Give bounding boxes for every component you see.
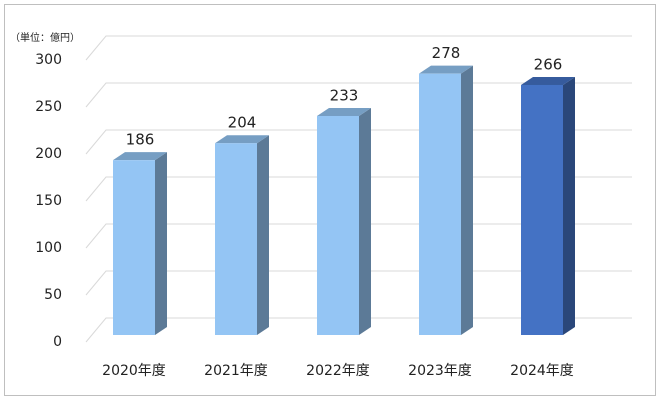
y-tick-label: 100 [35, 240, 62, 256]
unit-label: （単位：億円） [10, 31, 80, 44]
bar-side [257, 135, 269, 335]
y-tick-label: 200 [35, 146, 62, 162]
y-tick-label: 250 [35, 99, 62, 115]
value-label: 186 [126, 131, 155, 149]
y-tick-label: 0 [53, 334, 62, 350]
x-tick-label: 2021年度 [204, 363, 268, 379]
bar [113, 160, 155, 335]
bar-side [461, 65, 473, 336]
bar-top [215, 135, 269, 144]
value-label: 233 [330, 86, 359, 104]
bar-side [563, 76, 575, 336]
bar-side [155, 152, 167, 335]
x-tick-label: 2022年度 [306, 363, 370, 379]
bar [215, 143, 257, 335]
bar-side [359, 107, 371, 335]
bar-top [317, 107, 371, 116]
y-tick-label: 300 [35, 52, 62, 68]
grid-line [85, 35, 632, 61]
x-tick-label: 2024年度 [510, 363, 574, 379]
bar-top [521, 76, 575, 85]
bar [419, 73, 461, 336]
bar [521, 84, 563, 336]
y-tick-label: 150 [35, 193, 62, 209]
value-label: 204 [228, 114, 257, 132]
bar [317, 115, 359, 335]
value-label: 266 [534, 55, 563, 73]
x-tick-label: 2020年度 [102, 363, 166, 379]
y-tick-label: 50 [44, 287, 62, 303]
value-label: 278 [432, 44, 461, 62]
bar-top [113, 152, 167, 161]
x-tick-label: 2023年度 [408, 363, 472, 379]
bar-top [419, 65, 473, 74]
